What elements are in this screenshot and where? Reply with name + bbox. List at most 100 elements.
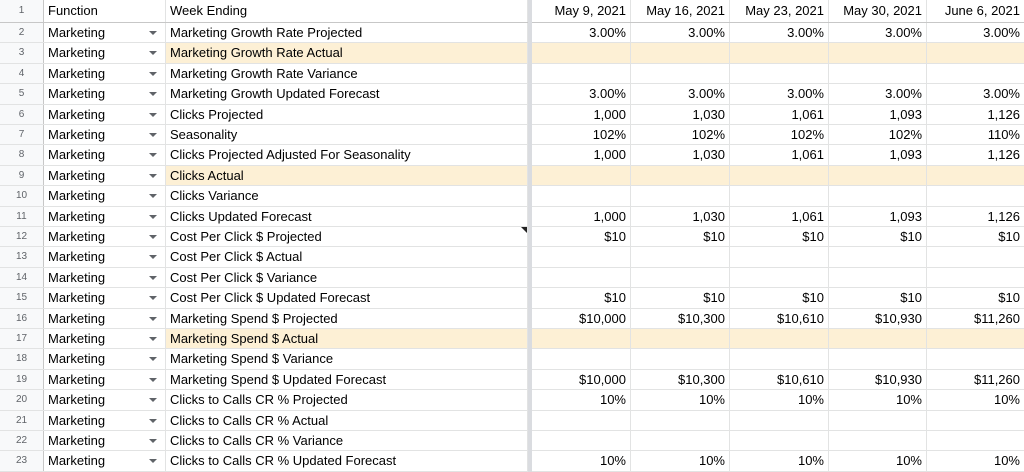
- value-cell[interactable]: [631, 267, 730, 288]
- value-cell[interactable]: [532, 431, 631, 451]
- value-cell[interactable]: [730, 186, 829, 206]
- function-dropdown-cell[interactable]: Marketing: [44, 369, 166, 390]
- value-cell[interactable]: [927, 431, 1024, 450]
- value-cell[interactable]: [927, 329, 1024, 349]
- metric-label-cell[interactable]: Marketing Spend $ Projected: [166, 308, 528, 328]
- metric-label-cell[interactable]: Clicks to Calls CR % Variance: [166, 431, 528, 451]
- chevron-down-icon[interactable]: [149, 377, 157, 382]
- column-header-date[interactable]: May 23, 2021: [730, 0, 829, 22]
- function-dropdown-cell[interactable]: Marketing: [44, 63, 166, 84]
- value-cell[interactable]: [829, 63, 927, 84]
- column-header-function[interactable]: Function: [44, 0, 166, 22]
- metric-label-cell[interactable]: Clicks to Calls CR % Projected: [166, 390, 528, 410]
- value-cell[interactable]: [631, 329, 730, 349]
- chevron-down-icon[interactable]: [149, 418, 157, 423]
- value-cell[interactable]: 10%: [993, 453, 1020, 469]
- value-cell[interactable]: [829, 165, 927, 186]
- row-number[interactable]: 11: [0, 206, 44, 226]
- value-cell[interactable]: 1,030: [631, 206, 730, 226]
- function-dropdown-cell[interactable]: Marketing: [44, 451, 166, 471]
- value-cell[interactable]: 1,000: [532, 104, 631, 124]
- metric-label-cell[interactable]: Cost Per Click $ Variance: [166, 267, 528, 288]
- value-cell[interactable]: [829, 410, 927, 430]
- function-dropdown-cell[interactable]: Marketing: [44, 410, 166, 430]
- row-number[interactable]: 19: [0, 369, 44, 390]
- value-cell[interactable]: [927, 268, 1024, 287]
- value-cell[interactable]: 3.00%: [983, 25, 1020, 40]
- value-cell[interactable]: $10,930: [829, 308, 927, 328]
- value-cell[interactable]: 102%: [829, 125, 927, 145]
- row-number[interactable]: 8: [0, 145, 44, 165]
- function-dropdown-cell[interactable]: Marketing: [44, 165, 166, 186]
- function-dropdown-cell[interactable]: Marketing: [44, 247, 166, 267]
- metric-label-cell[interactable]: Cost Per Click $ Updated Forecast: [166, 288, 528, 308]
- metric-label-cell[interactable]: Clicks to Calls CR % Updated Forecast: [166, 451, 528, 471]
- value-cell[interactable]: [730, 43, 829, 63]
- metric-label-cell[interactable]: Marketing Growth Updated Forecast: [166, 84, 528, 104]
- value-cell[interactable]: $10: [532, 227, 631, 247]
- value-cell[interactable]: [927, 165, 1024, 186]
- value-cell[interactable]: 1,126: [987, 208, 1020, 224]
- chevron-down-icon[interactable]: [149, 173, 157, 178]
- value-cell[interactable]: [631, 410, 730, 430]
- row-number[interactable]: 12: [0, 227, 44, 247]
- value-cell[interactable]: 1,000: [532, 145, 631, 165]
- value-cell[interactable]: [927, 43, 1024, 63]
- function-dropdown-cell[interactable]: Marketing: [44, 349, 166, 369]
- metric-label-cell[interactable]: Clicks to Calls CR % Actual: [166, 410, 528, 430]
- chevron-down-icon[interactable]: [149, 51, 157, 56]
- value-cell[interactable]: [730, 165, 829, 186]
- value-cell[interactable]: 3.00%: [532, 23, 631, 43]
- value-cell[interactable]: 3.00%: [631, 23, 730, 43]
- function-dropdown-cell[interactable]: Marketing: [44, 43, 166, 63]
- function-dropdown-cell[interactable]: Marketing: [44, 84, 166, 104]
- metric-label-cell[interactable]: Clicks Variance: [166, 186, 528, 206]
- value-cell[interactable]: 10%: [993, 392, 1020, 408]
- value-cell[interactable]: [829, 329, 927, 349]
- value-cell[interactable]: [631, 165, 730, 186]
- row-number[interactable]: 15: [0, 288, 44, 308]
- metric-label-cell[interactable]: Marketing Growth Rate Projected: [166, 23, 528, 43]
- chevron-down-icon[interactable]: [149, 275, 157, 280]
- value-cell[interactable]: [829, 186, 927, 206]
- value-cell[interactable]: 10%: [532, 390, 631, 410]
- row-number[interactable]: 16: [0, 308, 44, 328]
- chevron-down-icon[interactable]: [149, 459, 157, 464]
- value-cell[interactable]: [927, 247, 1024, 266]
- metric-label-cell[interactable]: Marketing Growth Rate Variance: [166, 63, 528, 84]
- chevron-down-icon[interactable]: [149, 214, 157, 219]
- value-cell[interactable]: 3.00%: [532, 84, 631, 104]
- value-cell[interactable]: 1,061: [730, 145, 829, 165]
- value-cell[interactable]: [927, 411, 1024, 430]
- value-cell[interactable]: [631, 186, 730, 206]
- function-dropdown-cell[interactable]: Marketing: [44, 104, 166, 124]
- value-cell[interactable]: $10: [829, 288, 927, 308]
- cell-note-indicator[interactable]: [521, 227, 527, 233]
- chevron-down-icon[interactable]: [149, 194, 157, 199]
- frozen-column-divider[interactable]: [528, 0, 532, 472]
- value-cell[interactable]: [532, 165, 631, 186]
- column-header-date[interactable]: May 9, 2021: [532, 0, 631, 22]
- chevron-down-icon[interactable]: [149, 31, 157, 35]
- value-cell[interactable]: [532, 329, 631, 349]
- value-cell[interactable]: [927, 349, 1024, 368]
- value-cell[interactable]: [730, 431, 829, 451]
- row-number[interactable]: 6: [0, 104, 44, 124]
- metric-label-cell[interactable]: Seasonality: [166, 125, 528, 145]
- value-cell[interactable]: $10: [532, 288, 631, 308]
- value-cell[interactable]: [631, 431, 730, 451]
- value-cell[interactable]: 10%: [631, 390, 730, 410]
- value-cell[interactable]: [730, 410, 829, 430]
- value-cell[interactable]: $10,000: [532, 369, 631, 390]
- value-cell[interactable]: [631, 247, 730, 267]
- row-number[interactable]: 23: [0, 451, 44, 471]
- value-cell[interactable]: 3.00%: [631, 84, 730, 104]
- value-cell[interactable]: 3.00%: [829, 23, 927, 43]
- row-number[interactable]: 21: [0, 410, 44, 430]
- value-cell[interactable]: $11,260: [973, 371, 1020, 387]
- value-cell[interactable]: [829, 247, 927, 267]
- chevron-down-icon[interactable]: [149, 357, 157, 362]
- row-number[interactable]: 4: [0, 63, 44, 84]
- row-number[interactable]: 2: [0, 23, 44, 43]
- value-cell[interactable]: 3.00%: [730, 84, 829, 104]
